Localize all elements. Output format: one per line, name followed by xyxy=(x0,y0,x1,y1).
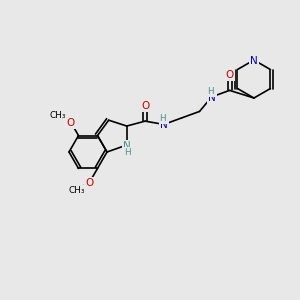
Text: N: N xyxy=(123,141,130,151)
Text: H: H xyxy=(160,114,166,123)
Text: O: O xyxy=(85,178,94,188)
Text: CH₃: CH₃ xyxy=(69,186,85,195)
Text: O: O xyxy=(66,118,74,128)
Text: N: N xyxy=(250,56,258,66)
Text: H: H xyxy=(207,87,214,96)
Text: N: N xyxy=(160,120,168,130)
Text: H: H xyxy=(124,148,131,157)
Text: N: N xyxy=(208,93,216,103)
Text: CH₃: CH₃ xyxy=(50,111,66,120)
Text: O: O xyxy=(141,101,149,111)
Text: O: O xyxy=(226,70,234,80)
